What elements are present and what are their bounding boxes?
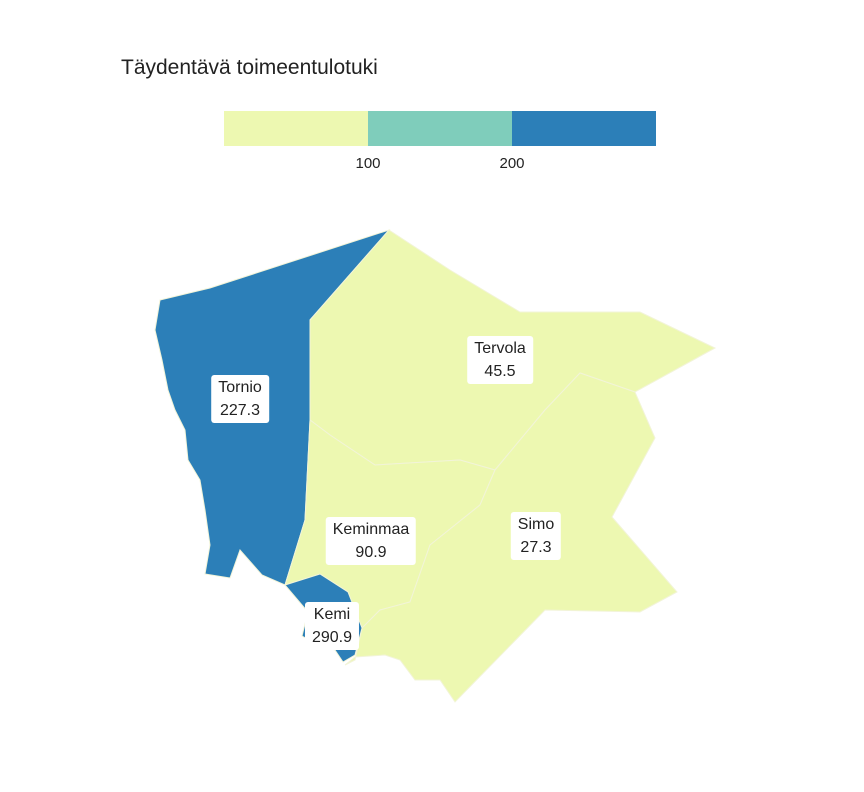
legend-tick-200: 200 — [499, 155, 525, 172]
legend-bin-low — [224, 111, 368, 146]
label-tornio: Tornio 227.3 — [211, 375, 269, 423]
region-value: 290.9 — [311, 629, 353, 646]
region-name: Kemi — [313, 606, 351, 623]
region-name: Keminmaa — [332, 521, 410, 538]
region-value: 27.3 — [520, 539, 552, 556]
region-name: Simo — [517, 516, 555, 533]
label-kemi: Kemi 290.9 — [304, 602, 360, 650]
color-legend — [224, 111, 656, 147]
legend-tick-100: 100 — [355, 155, 381, 172]
region-value: 227.3 — [219, 402, 261, 419]
region-value: 90.9 — [355, 544, 387, 561]
region-name: Tervola — [474, 340, 526, 357]
label-keminmaa: Keminmaa 90.9 — [325, 517, 417, 565]
region-value: 45.5 — [484, 363, 516, 380]
legend-bin-high — [512, 111, 656, 146]
region-name: Tornio — [218, 379, 262, 396]
legend-bin-mid — [368, 111, 512, 146]
label-tervola: Tervola 45.5 — [467, 336, 533, 384]
map-title: Täydentävä toimeentulotuki — [121, 56, 378, 79]
label-simo: Simo 27.3 — [510, 512, 562, 560]
